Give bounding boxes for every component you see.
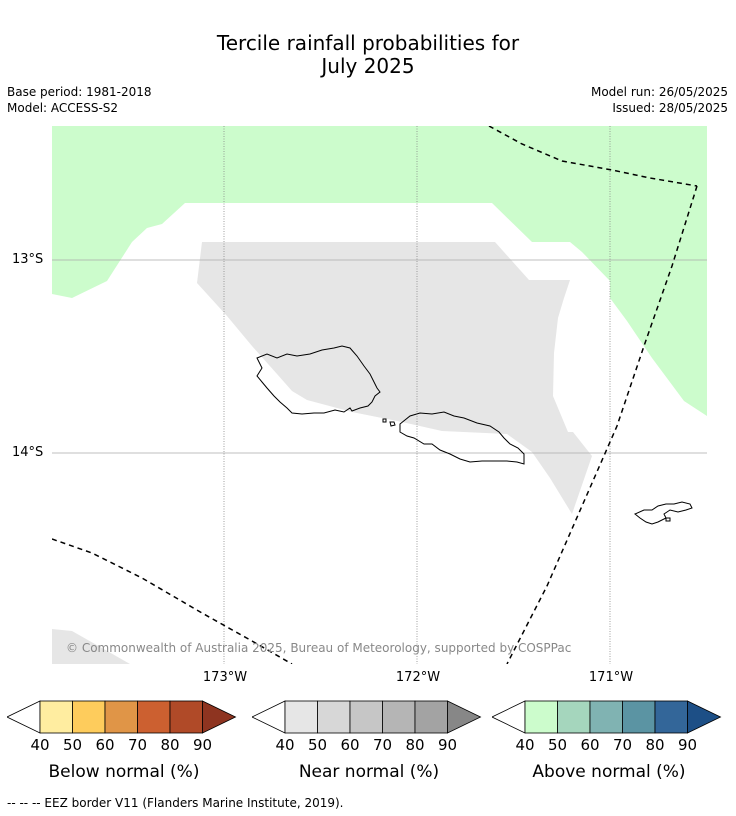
meta-right: Model run: 26/05/2025 Issued: 28/05/2025 [591, 84, 728, 116]
near-normal-region [197, 242, 592, 514]
map-title-line2: July 2025 [321, 54, 415, 78]
colorbar-tick-label: 40 [30, 736, 50, 754]
map-canvas [52, 126, 707, 664]
colorbar-tick-label: 80 [405, 736, 425, 754]
aunuu-islet [665, 517, 671, 522]
colorbar-tick-label: 50 [307, 736, 328, 754]
lon-label-172w: 172°W [395, 670, 441, 685]
colorbar-tick-label: 90 [437, 736, 458, 754]
graticule-latitude [52, 259, 707, 454]
colorbar-tick-label: 50 [547, 736, 568, 754]
near-normal-corner [52, 629, 130, 664]
savaii-island [256, 345, 381, 415]
lon-label-173w: 173°W [202, 670, 248, 685]
colorbar-swatch [169, 700, 203, 734]
colorbar-tick-label: 70 [372, 736, 393, 754]
colorbar-tick-label: 50 [62, 736, 83, 754]
colorbar-tick-label: 80 [645, 736, 665, 754]
colorbar-swatch [414, 700, 448, 734]
colorbar-title: Near normal (%) [298, 762, 440, 782]
colorbar-upper-extend [687, 700, 722, 734]
graticule-longitude [223, 126, 611, 664]
model-name: Model: ACCESS-S2 [7, 101, 119, 115]
colorbar-swatch [524, 700, 558, 734]
colorbar-tick-label: 60 [340, 736, 360, 754]
eez-footer-note: -- -- -- EEZ border V11 (Flanders Marine… [7, 796, 344, 810]
colorbar-swatch [557, 700, 591, 734]
colorbar-lower-extend [252, 700, 286, 734]
lat-label-13s: 13°S [12, 252, 44, 267]
colorbar-tick-label: 40 [275, 736, 295, 754]
colorbar-tick-label: 90 [677, 736, 698, 754]
map-title-line1: Tercile rainfall probabilities for [216, 31, 520, 55]
colorbar-swatch [382, 700, 416, 734]
tutuila-island [634, 501, 693, 525]
colorbar-0 [7, 700, 237, 734]
colorbar-lower-extend [7, 700, 41, 734]
meta-left: Base period: 1981-2018 Model: ACCESS-S2 [7, 84, 152, 116]
eez-border [52, 126, 698, 664]
colorbar-tick-label: 80 [160, 736, 180, 754]
colorbar-swatch [72, 700, 106, 734]
colorbar-upper-extend [202, 700, 237, 734]
copyright-notice: © Commonwealth of Australia 2025, Bureau… [66, 641, 572, 655]
model-run: Model run: 26/05/2025 [590, 85, 728, 99]
colorbar-tick-label: 60 [580, 736, 600, 754]
colorbar-swatch [622, 700, 656, 734]
colorbar-title: Below normal (%) [48, 762, 200, 782]
lon-label-171w: 171°W [588, 670, 634, 685]
colorbar-swatch [137, 700, 171, 734]
colorbar-tick-label: 90 [192, 736, 213, 754]
colorbar-2 [492, 700, 722, 734]
above-normal-region [52, 126, 707, 416]
colorbar-swatch [349, 700, 383, 734]
colorbar-tick-label: 70 [612, 736, 633, 754]
base-period: Base period: 1981-2018 [7, 85, 152, 99]
upolu-island [399, 411, 525, 465]
colorbar-swatch [39, 700, 73, 734]
colorbar-upper-extend [447, 700, 482, 734]
colorbar-swatch [317, 700, 351, 734]
colorbar-swatch [284, 700, 318, 734]
apolima-manono-islets [382, 418, 396, 427]
colorbar-tick-label: 60 [95, 736, 115, 754]
issued-date: Issued: 28/05/2025 [612, 101, 728, 115]
colorbar-lower-extend [492, 700, 526, 734]
colorbar-swatch [589, 700, 623, 734]
colorbar-1 [252, 700, 482, 734]
colorbar-title: Above normal (%) [532, 762, 686, 782]
colorbar-tick-label: 40 [515, 736, 535, 754]
lat-label-14s: 14°S [12, 445, 44, 460]
colorbar-swatch [654, 700, 688, 734]
colorbar-tick-label: 70 [127, 736, 148, 754]
colorbar-swatch [104, 700, 138, 734]
